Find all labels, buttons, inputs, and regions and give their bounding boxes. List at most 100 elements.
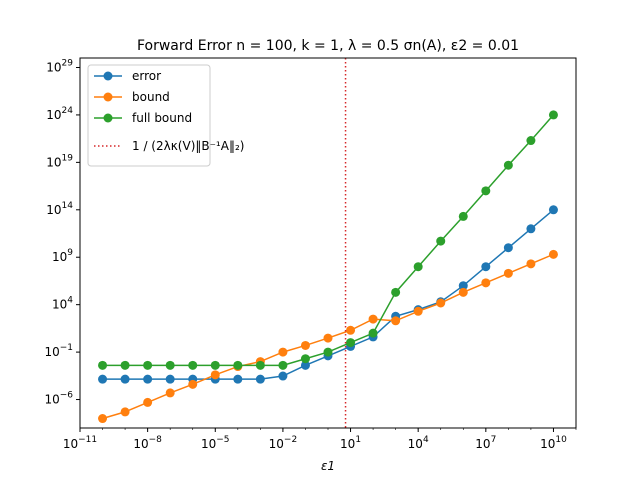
y-tick-label-base: 10 [46, 60, 61, 74]
x-axis: 10−11 10−8 10−5 10−2 101 104 107 1010 [63, 428, 577, 451]
data-point-bound [346, 325, 356, 335]
legend: error bound full bound 1 / (2λκ(V)‖B⁻¹A‖₂) [87, 64, 244, 167]
x-tick-label-exponent: 1 [355, 435, 361, 445]
x-tick-label-exponent: −5 [216, 435, 229, 445]
data-point-error [458, 281, 468, 291]
series-layer [98, 58, 558, 428]
y-tick-label-exponent: −6 [60, 391, 74, 401]
y-tick-label-exponent: 14 [62, 201, 74, 211]
data-point-bound [278, 347, 288, 357]
data-point-full-bound [188, 360, 198, 370]
data-point-error [98, 374, 108, 384]
x-tick-label: 1010 [540, 435, 567, 451]
y-tick-label-exponent: 19 [62, 153, 74, 163]
data-point-full-bound [458, 211, 468, 221]
x-tick-label-base: 10 [201, 437, 216, 451]
legend-entries: error bound full bound 1 / (2λκ(V)‖B⁻¹A‖₂) [94, 69, 244, 153]
data-point-bound [458, 287, 468, 297]
data-point-error [120, 374, 130, 384]
x-tick-label-exponent: 10 [555, 435, 567, 445]
data-point-bound [548, 249, 558, 259]
x-tick-label: 10−5 [201, 435, 230, 451]
data-point-bound [323, 333, 333, 343]
y-tick-label: 10−6 [44, 391, 73, 407]
data-point-full-bound [346, 338, 356, 348]
y-tick-label-exponent: 24 [62, 106, 74, 116]
data-point-full-bound [323, 347, 333, 357]
data-point-full-bound [278, 360, 288, 370]
y-tick-label: 1029 [46, 58, 73, 74]
x-tick-label-base: 10 [540, 437, 555, 451]
data-point-error [548, 205, 558, 215]
data-point-full-bound [548, 110, 558, 120]
data-point-bound [300, 340, 310, 350]
data-point-full-bound [481, 186, 491, 196]
data-point-bound [188, 379, 198, 389]
data-point-bound [165, 388, 175, 398]
data-point-full-bound [368, 328, 378, 338]
data-point-error [233, 374, 243, 384]
y-tick-label-base: 10 [52, 250, 67, 264]
y-tick-label-exponent: 9 [67, 248, 73, 258]
legend-label-full-bound: full bound [132, 111, 192, 125]
x-tick-label-exponent: −2 [284, 435, 297, 445]
data-point-bound [481, 278, 491, 288]
y-tick-label-base: 10 [44, 345, 59, 359]
y-tick-label-exponent: 29 [62, 58, 74, 68]
data-point-full-bound [413, 262, 423, 272]
x-tick-label-base: 10 [340, 437, 355, 451]
data-point-bound [210, 370, 220, 380]
x-tick-label: 101 [340, 435, 361, 451]
y-tick-label: 1024 [46, 106, 73, 122]
y-tick-label-base: 10 [46, 203, 61, 217]
x-tick-label-base: 10 [133, 437, 148, 451]
data-point-full-bound [503, 160, 513, 170]
x-tick-label-base: 10 [63, 437, 78, 451]
y-tick-label: 10−1 [44, 343, 73, 359]
plot-area [79, 57, 577, 429]
y-tick-label-base: 10 [46, 155, 61, 169]
y-tick-label-exponent: 4 [67, 296, 73, 306]
legend-marker-full-bound [103, 113, 113, 123]
data-point-error [300, 360, 310, 370]
data-point-bound [98, 414, 108, 424]
data-point-bound [436, 298, 446, 308]
y-tick-label: 104 [52, 296, 73, 312]
data-point-error [278, 371, 288, 381]
x-tick-label: 10−11 [63, 435, 97, 451]
chart-title: Forward Error n = 100, k = 1, λ = 0.5 σn… [137, 38, 519, 54]
x-tick-label-base: 10 [269, 437, 284, 451]
legend-box [87, 64, 211, 167]
data-point-error [481, 262, 491, 272]
legend-label-bound: bound [132, 90, 170, 104]
y-tick-label-base: 10 [52, 298, 67, 312]
data-point-error [255, 374, 265, 384]
data-point-bound [368, 314, 378, 324]
x-axis-label: ε1 [321, 459, 335, 473]
x-tick-label-base: 10 [408, 437, 423, 451]
data-point-bound [391, 316, 401, 326]
y-tick-label-exponent: −1 [60, 343, 73, 353]
data-point-bound [143, 397, 153, 407]
x-tick-label: 10−2 [269, 435, 298, 451]
data-point-full-bound [98, 360, 108, 370]
data-point-bound [526, 259, 536, 269]
x-tick-label-exponent: 7 [491, 435, 497, 445]
x-tick-label: 10−8 [133, 435, 162, 451]
data-point-full-bound [436, 236, 446, 246]
y-tick-label-base: 10 [44, 393, 59, 407]
legend-label-error: error [132, 69, 161, 83]
y-tick-label: 1019 [46, 153, 73, 169]
data-point-full-bound [526, 136, 536, 146]
legend-label-threshold: 1 / (2λκ(V)‖B⁻¹A‖₂) [132, 139, 244, 153]
y-tick-label: 1014 [46, 201, 73, 217]
data-point-error [526, 224, 536, 234]
y-tick-label-base: 10 [46, 108, 61, 122]
legend-marker-error [103, 71, 113, 81]
data-point-full-bound [391, 287, 401, 297]
x-tick-label-exponent: 4 [423, 435, 429, 445]
data-point-full-bound [233, 360, 243, 370]
data-point-full-bound [165, 360, 175, 370]
data-point-full-bound [300, 354, 310, 364]
